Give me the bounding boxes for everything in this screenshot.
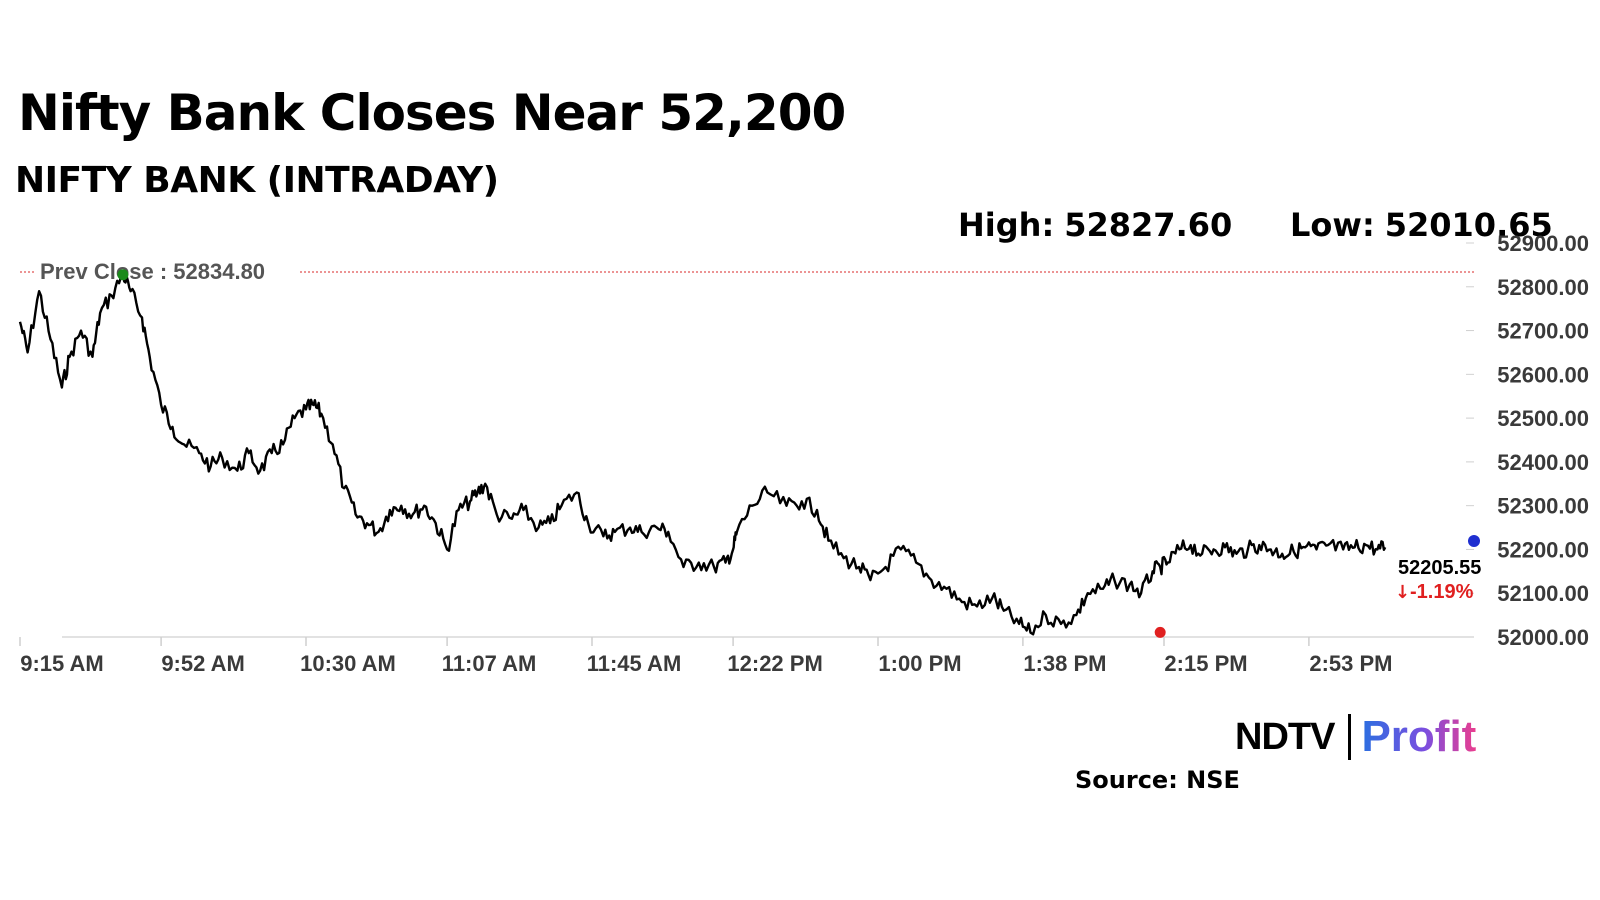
chart-subtitle: NIFTY BANK (INTRADAY) (15, 160, 499, 201)
x-axis: 9:15 AM 9:52 AM 10:30 AM 11:07 AM 11:45 AM 12… (19, 636, 1474, 676)
low-label: Low: (1290, 206, 1375, 244)
high-label: High: (958, 206, 1055, 244)
y-tick-label: 52600.00 (1497, 362, 1589, 387)
y-tick-label: 52300.00 (1497, 494, 1589, 519)
low-point-marker (1154, 626, 1166, 638)
y-axis: 52000.00 52100.00 52200.00 52300.00 52400.00… (1466, 231, 1589, 650)
x-tick-label: 9:15 AM (20, 651, 104, 676)
x-tick-label: 11:45 AM (587, 651, 682, 676)
last-value-label: 52205.55 (1398, 557, 1481, 579)
logo-ndtv-text: NDTV (1235, 715, 1335, 758)
prev-close-label-bg (34, 258, 298, 286)
y-tick-label: 52200.00 (1497, 537, 1589, 562)
y-tick-label: 52700.00 (1497, 319, 1589, 344)
headline: Nifty Bank Closes Near 52,200 (18, 84, 846, 142)
low-value: 52010.65 (1384, 206, 1553, 244)
logo-divider (1348, 714, 1352, 760)
x-tick-label: 10:30 AM (300, 651, 396, 676)
y-tick-label: 52100.00 (1497, 581, 1589, 606)
y-tick-label: 52800.00 (1497, 275, 1589, 300)
high-point-marker (117, 269, 129, 281)
x-tick-label: 2:15 PM (1164, 651, 1247, 676)
y-tick-label: 52500.00 (1497, 406, 1589, 431)
last-point-marker (1468, 535, 1480, 548)
high-value: 52827.60 (1064, 206, 1233, 244)
y-tick-label: 52000.00 (1497, 625, 1589, 650)
source-note: Source: NSE (1075, 766, 1240, 794)
y-tick-label: 52400.00 (1497, 450, 1589, 475)
x-tick-label: 1:00 PM (878, 651, 961, 676)
low-stat: Low: 52010.65 (1290, 206, 1553, 244)
y-tick-label: 52900.00 (1497, 231, 1589, 256)
series-group (18, 273, 1387, 636)
logo-profit-text: Profit (1361, 712, 1477, 761)
change-arrow-icon: ↓ (1395, 582, 1410, 603)
x-tick-label: 9:52 AM (161, 651, 245, 676)
x-tick-label: 1:38 PM (1023, 651, 1106, 676)
prev-close-label: Prev Close : 52834.80 (40, 259, 265, 284)
ndtv-profit-logo: NDTV Profit (1235, 712, 1476, 762)
change-percent-label: -1.19% (1410, 581, 1474, 603)
price-line (18, 273, 1387, 636)
prev-close-group: Prev Close : 52834.80 (20, 258, 1474, 286)
x-tick-label: 2:53 PM (1309, 651, 1392, 676)
markers-group: 52205.55 ↓ -1.19% (117, 269, 1481, 638)
x-tick-label: 11:07 AM (442, 651, 537, 676)
x-tick-label: 12:22 PM (727, 651, 822, 676)
high-stat: High: 52827.60 (958, 206, 1232, 244)
